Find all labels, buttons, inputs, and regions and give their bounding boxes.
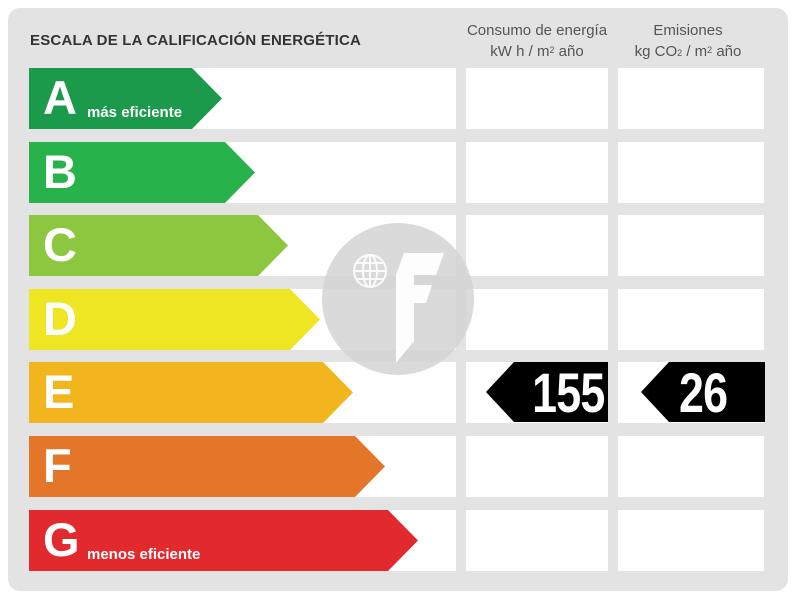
- consumo-header-line1: Consumo de energía: [466, 22, 608, 39]
- emisiones-unit-pre: kg CO: [634, 43, 678, 60]
- rating-letter: A: [43, 71, 77, 124]
- rating-letter: G: [43, 513, 80, 566]
- emisiones-value-indicator: 26: [641, 362, 765, 422]
- rating-note: menos eficiente: [87, 546, 201, 563]
- page-title: ESCALA DE LA CALIFICACIÓN ENERGÉTICA: [30, 32, 362, 49]
- emisiones-cell-d: [618, 289, 764, 350]
- consumo-cell-f: [466, 436, 608, 497]
- consumo-cell-a: [466, 68, 608, 129]
- rating-bar-d: D: [29, 289, 320, 350]
- fotocasa-logo-watermark-icon: [322, 223, 474, 375]
- emisiones-column-header: Emisiones kg CO2 / m2 año: [612, 20, 764, 62]
- rating-bar-c: C: [29, 215, 288, 276]
- consumo-unit-post: año: [554, 43, 584, 60]
- consumo-cell-c: [466, 215, 608, 276]
- rating-letter: B: [43, 145, 77, 198]
- emisiones-value: 26: [678, 361, 728, 424]
- consumo-value-indicator: 155: [486, 362, 608, 422]
- consumo-unit-pre: kW h / m: [490, 43, 550, 60]
- consumo-header-line2: kW h / m2 año: [458, 41, 616, 62]
- rating-letter: D: [43, 292, 77, 345]
- consumo-cell-d: [466, 289, 608, 350]
- emisiones-unit-sup: 2: [707, 45, 713, 55]
- rating-letter: F: [43, 439, 72, 492]
- rating-letter: C: [43, 218, 77, 271]
- consumo-cell-g: [466, 510, 608, 571]
- emisiones-unit-sub: 2: [677, 48, 683, 58]
- rating-bar-e: E: [29, 362, 353, 423]
- rating-bar-b: B: [29, 142, 255, 203]
- consumo-value: 155: [531, 361, 605, 424]
- emisiones-cell-b: [618, 142, 764, 203]
- emisiones-unit-post: año: [712, 43, 742, 60]
- consumo-cell-b: [466, 142, 608, 203]
- emisiones-cell-f: [618, 436, 764, 497]
- rating-note: más eficiente: [87, 104, 183, 121]
- consumo-column-header: Consumo de energía kW h / m2 año: [458, 20, 616, 62]
- emisiones-unit-mid: / m: [682, 43, 708, 60]
- rating-bar-f: F: [29, 436, 385, 497]
- emisiones-cell-g: [618, 510, 764, 571]
- emisiones-cell-a: [618, 68, 764, 129]
- consumo-unit-sup: 2: [549, 45, 555, 55]
- emisiones-header-line2: kg CO2 / m2 año: [612, 41, 764, 62]
- rating-letter: E: [43, 365, 75, 418]
- emisiones-header-line1: Emisiones: [653, 22, 723, 39]
- emisiones-cell-c: [618, 215, 764, 276]
